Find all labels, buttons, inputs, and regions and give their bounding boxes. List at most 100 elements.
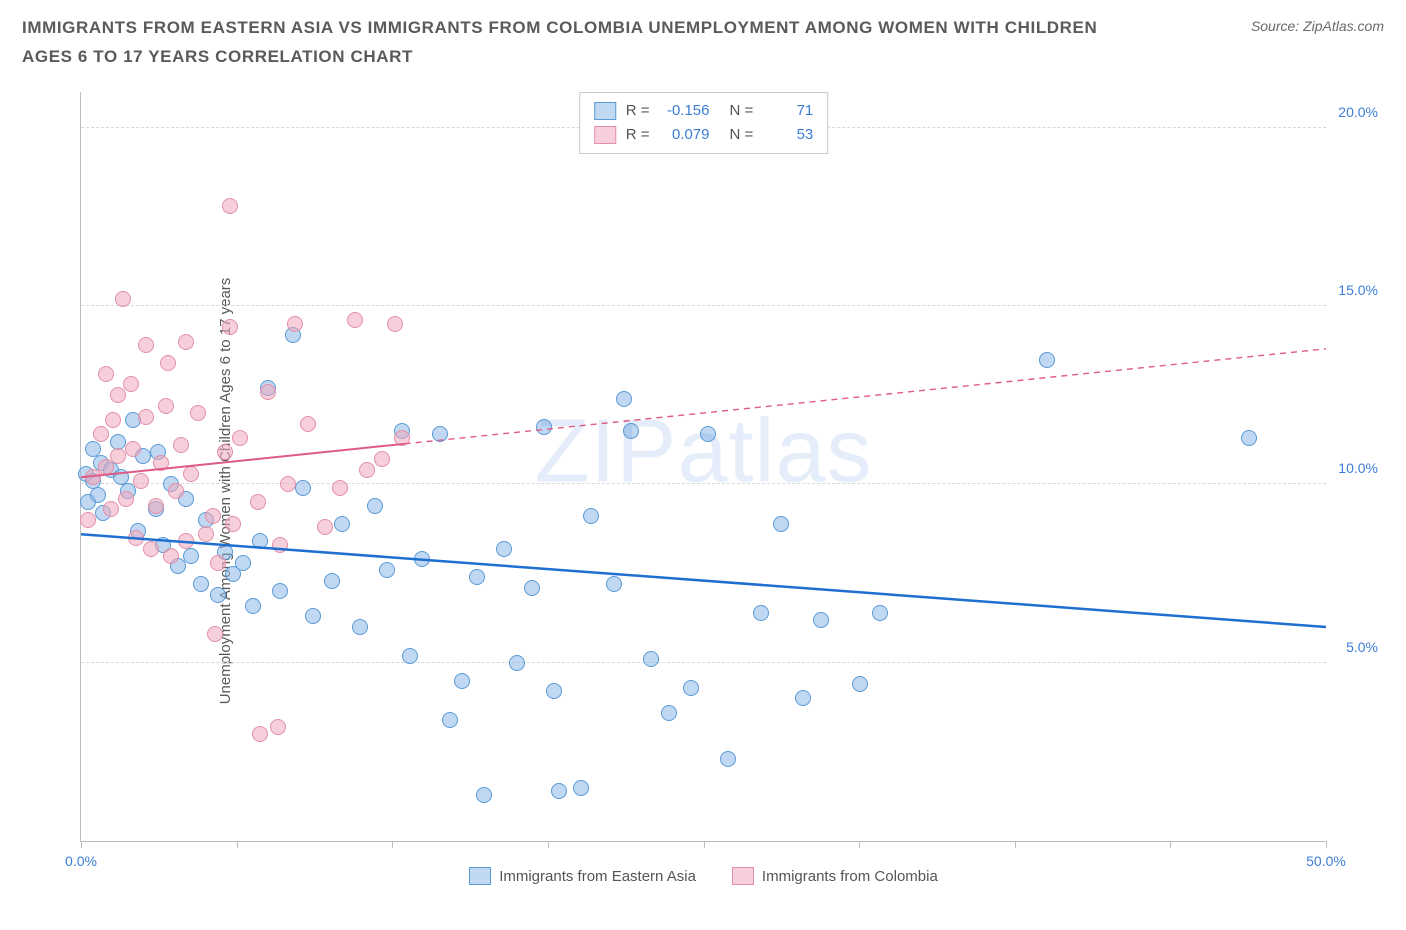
scatter-point — [414, 551, 430, 567]
scatter-point — [183, 466, 199, 482]
scatter-point — [105, 412, 121, 428]
scatter-point — [123, 376, 139, 392]
scatter-point — [352, 619, 368, 635]
scatter-point — [852, 676, 868, 692]
scatter-point — [260, 384, 276, 400]
scatter-point — [334, 516, 350, 532]
scatter-point — [225, 516, 241, 532]
correlation-row: R =0.079N =53 — [594, 123, 814, 147]
x-tick — [81, 841, 82, 848]
plot-area: ZIPatlas R =-0.156N =71R =0.079N =53 Imm… — [80, 92, 1326, 842]
scatter-point — [118, 491, 134, 507]
x-tick — [548, 841, 549, 848]
scatter-point — [476, 787, 492, 803]
n-value: 53 — [763, 123, 813, 147]
scatter-point — [245, 598, 261, 614]
y-tick-label: 5.0% — [1346, 639, 1378, 655]
scatter-point — [125, 441, 141, 457]
scatter-point — [454, 673, 470, 689]
watermark-text: ZIPatlas — [534, 400, 872, 503]
scatter-point — [300, 416, 316, 432]
scatter-point — [252, 726, 268, 742]
scatter-point — [1241, 430, 1257, 446]
scatter-point — [700, 426, 716, 442]
scatter-point — [387, 316, 403, 332]
scatter-point — [872, 605, 888, 621]
scatter-point — [110, 448, 126, 464]
r-value: -0.156 — [660, 99, 710, 123]
scatter-point — [573, 780, 589, 796]
scatter-point — [158, 398, 174, 414]
scatter-point — [317, 519, 333, 535]
scatter-point — [133, 473, 149, 489]
scatter-point — [536, 419, 552, 435]
scatter-point — [813, 612, 829, 628]
scatter-point — [442, 712, 458, 728]
scatter-point — [222, 319, 238, 335]
scatter-point — [205, 508, 221, 524]
scatter-point — [469, 569, 485, 585]
scatter-point — [138, 409, 154, 425]
scatter-point — [198, 526, 214, 542]
legend-label: Immigrants from Colombia — [762, 868, 938, 885]
scatter-point — [173, 437, 189, 453]
scatter-point — [661, 705, 677, 721]
source-value: ZipAtlas.com — [1303, 18, 1384, 34]
scatter-point — [270, 719, 286, 735]
x-tick-label: 0.0% — [65, 853, 97, 869]
x-tick — [1326, 841, 1327, 848]
scatter-point — [753, 605, 769, 621]
chart-title: IMMIGRANTS FROM EASTERN ASIA VS IMMIGRAN… — [22, 14, 1122, 72]
scatter-point — [183, 548, 199, 564]
scatter-point — [295, 480, 311, 496]
scatter-point — [551, 783, 567, 799]
scatter-point — [250, 494, 266, 510]
scatter-point — [138, 337, 154, 353]
scatter-point — [217, 444, 233, 460]
scatter-point — [163, 548, 179, 564]
scatter-point — [93, 426, 109, 442]
gridline — [81, 483, 1326, 484]
x-tick — [1170, 841, 1171, 848]
scatter-point — [178, 533, 194, 549]
scatter-point — [190, 405, 206, 421]
scatter-point — [235, 555, 251, 571]
scatter-point — [432, 426, 448, 442]
scatter-point — [143, 541, 159, 557]
scatter-point — [193, 576, 209, 592]
scatter-point — [496, 541, 512, 557]
scatter-point — [606, 576, 622, 592]
series-legend: Immigrants from Eastern Asia Immigrants f… — [81, 867, 1326, 885]
r-label: R = — [626, 123, 650, 147]
scatter-point — [232, 430, 248, 446]
legend-swatch-icon — [594, 102, 616, 120]
n-label: N = — [730, 99, 754, 123]
y-tick-label: 10.0% — [1338, 460, 1378, 476]
scatter-point — [210, 587, 226, 603]
scatter-point — [524, 580, 540, 596]
scatter-point — [402, 648, 418, 664]
scatter-point — [207, 626, 223, 642]
scatter-point — [347, 312, 363, 328]
chart-header: IMMIGRANTS FROM EASTERN ASIA VS IMMIGRAN… — [0, 0, 1406, 72]
n-value: 71 — [763, 99, 813, 123]
scatter-point — [210, 555, 226, 571]
source-attribution: Source: ZipAtlas.com — [1251, 18, 1384, 34]
scatter-point — [720, 751, 736, 767]
r-value: 0.079 — [660, 123, 710, 147]
scatter-point — [359, 462, 375, 478]
scatter-point — [98, 366, 114, 382]
scatter-point — [128, 530, 144, 546]
x-tick — [392, 841, 393, 848]
x-tick — [704, 841, 705, 848]
legend-swatch-icon — [732, 867, 754, 885]
scatter-point — [103, 501, 119, 517]
scatter-point — [287, 316, 303, 332]
legend-item: Immigrants from Eastern Asia — [469, 867, 696, 885]
scatter-point — [773, 516, 789, 532]
scatter-point — [272, 537, 288, 553]
scatter-point — [1039, 352, 1055, 368]
trend-lines — [81, 92, 1326, 841]
x-tick — [859, 841, 860, 848]
scatter-point — [374, 451, 390, 467]
